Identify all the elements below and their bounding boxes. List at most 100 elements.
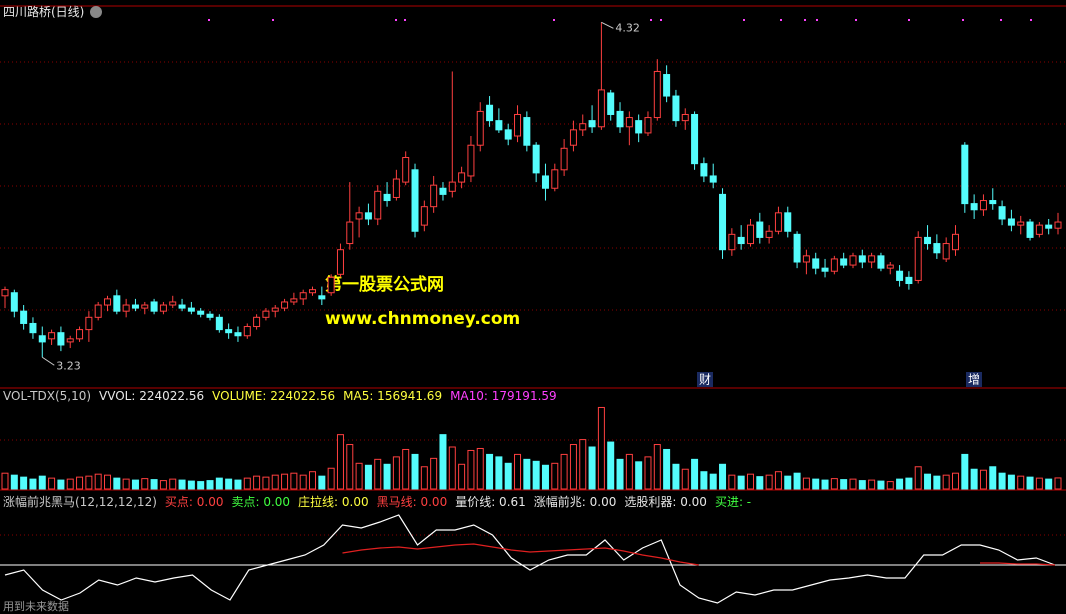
indicator-line: [980, 562, 1056, 566]
volume-bar: [681, 468, 689, 490]
candle-body: [532, 144, 540, 174]
volume-header: VOL-TDX(5,10) VVOL: 224022.56 VOLUME: 2240…: [3, 389, 557, 403]
event-box: [697, 372, 713, 387]
volume-bar: [756, 476, 764, 490]
volume-bar: [281, 473, 289, 490]
candle-body: [141, 304, 149, 309]
volume-bar: [746, 473, 754, 490]
candle-body: [541, 175, 549, 189]
candle-body: [458, 172, 466, 183]
volume-bar: [830, 478, 838, 490]
legend-entry: VVOL: 224022.56: [99, 389, 205, 403]
volume-bar: [104, 474, 112, 490]
signal-dot: [743, 19, 745, 21]
volume-bar: [691, 458, 699, 490]
candle-body: [420, 206, 428, 226]
legend-entry: 卖点: 0.00: [231, 495, 291, 509]
volume-bar: [541, 464, 549, 490]
volume-bar: [215, 477, 223, 490]
candle-body: [877, 255, 885, 269]
candle-body: [271, 307, 279, 312]
candle-body: [10, 292, 18, 312]
volume-bar: [299, 474, 307, 490]
candle-body: [48, 332, 56, 340]
candle-body: [402, 157, 410, 183]
volume-bar: [327, 467, 335, 490]
candle-body: [635, 120, 643, 134]
candle-body: [495, 120, 503, 131]
candle-body: [858, 255, 866, 263]
candle-body: [597, 89, 605, 128]
candle-body: [20, 310, 28, 324]
legend-entry: 选股利器: 0.00: [624, 495, 707, 509]
candle-body: [104, 298, 112, 306]
candle-body: [653, 70, 661, 119]
candle-body: [1045, 224, 1053, 229]
volume-bar: [346, 444, 354, 490]
candle-body: [327, 276, 335, 294]
footer-row: 用到未来数据: [3, 598, 69, 614]
candle-body: [411, 169, 419, 232]
candle-body: [663, 74, 671, 97]
volume-bar: [896, 478, 904, 490]
signal-dot: [650, 19, 652, 21]
volume-bar: [886, 481, 894, 490]
volume-bar: [159, 480, 167, 490]
volume-bar: [914, 466, 922, 490]
candle-body: [560, 147, 568, 171]
volume-bar: [253, 475, 261, 490]
volume-bar: [774, 471, 782, 490]
volume-bar: [355, 462, 363, 490]
signal-dot: [553, 19, 555, 21]
candle-body: [169, 301, 177, 306]
candle-body: [281, 301, 289, 309]
candle-body: [569, 129, 577, 146]
dropdown-icon[interactable]: [90, 6, 102, 18]
signal-dot: [208, 19, 210, 21]
candle-body: [886, 264, 894, 269]
candle-body: [1026, 221, 1034, 238]
signal-dot: [404, 19, 406, 21]
legend-entry: 买点: 0.00: [164, 495, 224, 509]
signal-dot: [1000, 19, 1002, 21]
candle-body: [924, 236, 932, 245]
volume-bar: [514, 453, 522, 490]
candle-body: [66, 338, 74, 343]
indicator-line: [4, 514, 1056, 604]
candle-body: [756, 221, 764, 238]
volume-bar: [672, 463, 680, 490]
candle-body: [392, 178, 400, 198]
candle-body: [896, 270, 904, 281]
volume-bar: [206, 480, 214, 490]
event-label: 财: [699, 373, 711, 387]
signal-dot: [804, 19, 806, 21]
legend-entry: 量价线: 0.61: [455, 495, 526, 509]
volume-bar: [1054, 477, 1062, 490]
volume-bar: [1045, 478, 1053, 490]
volume-bar: [998, 472, 1006, 490]
candle-body: [737, 236, 745, 245]
candle-body: [57, 332, 65, 346]
watermark: 第一股票公式网: [325, 274, 444, 295]
candle-body: [774, 212, 782, 232]
volume-bar: [802, 477, 810, 490]
volume-bar: [10, 474, 18, 490]
candle-body: [672, 95, 680, 122]
candle-body: [625, 117, 633, 128]
volume-bar: [560, 453, 568, 490]
candle-body: [1054, 221, 1062, 229]
candle-body: [346, 221, 354, 245]
candle-body: [29, 322, 37, 334]
volume-bar: [318, 475, 326, 490]
volume-bar: [271, 474, 279, 490]
signal-dot: [272, 19, 274, 21]
candle-body: [225, 329, 233, 334]
volume-bar: [551, 462, 559, 490]
signal-dot: [962, 19, 964, 21]
candle-body: [830, 258, 838, 272]
candle-body: [159, 304, 167, 312]
candle-body: [439, 187, 447, 195]
volume-bar: [420, 466, 428, 490]
